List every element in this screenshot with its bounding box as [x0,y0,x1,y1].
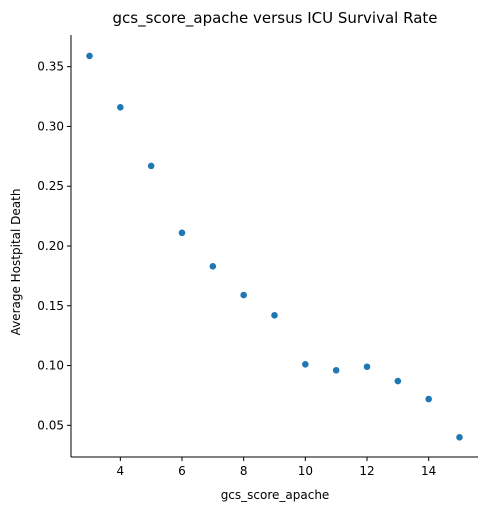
y-tick-label: 0.15 [37,299,64,313]
y-tick-label: 0.25 [37,179,64,193]
y-tick-label: 0.20 [37,239,64,253]
data-point [239,291,248,299]
x-tick-label: 12 [359,464,374,478]
data-point [393,377,402,385]
data-points [85,52,464,442]
y-tick-label: 0.30 [37,119,64,133]
x-tick-label: 4 [117,464,125,478]
plot-area: 4 6 8 10 12 14 0.05 0.10 0.15 0.20 0.25 0.30 0.35 [37,35,478,478]
x-tick-label: 10 [298,464,313,478]
data-point [85,52,94,60]
data-point [270,311,279,320]
y-tick-label: 0.10 [37,359,64,373]
x-axis-label: gcs_score_apache [221,488,330,502]
y-tick-label: 0.05 [37,418,64,432]
y-tick-label: 0.35 [37,60,64,74]
axis-ticks: 4 6 8 10 12 14 0.05 0.10 0.15 0.20 0.25 0.30 0.35 [37,60,436,478]
data-point [208,262,217,271]
x-tick-label: 6 [178,464,186,478]
x-tick-label: 14 [421,464,436,478]
data-point [301,360,310,369]
chart-title: gcs_score_apache versus ICU Survival Rat… [112,9,437,28]
data-point [424,395,433,403]
data-point [147,162,156,170]
x-tick-label: 8 [240,464,248,478]
data-point [455,433,464,442]
data-point [178,228,186,237]
data-point [116,103,125,112]
data-point [332,366,341,375]
data-point [363,362,371,371]
y-axis-label: Average Hostpital Death [9,189,23,336]
